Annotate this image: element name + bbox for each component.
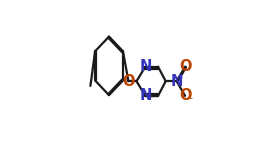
Text: N: N [139, 88, 152, 103]
Text: O: O [179, 59, 191, 74]
Text: N: N [170, 74, 183, 89]
Text: +: + [176, 73, 184, 82]
Text: N: N [139, 59, 152, 74]
Text: O: O [179, 88, 191, 103]
Text: −: − [185, 94, 193, 104]
Text: O: O [122, 74, 135, 89]
